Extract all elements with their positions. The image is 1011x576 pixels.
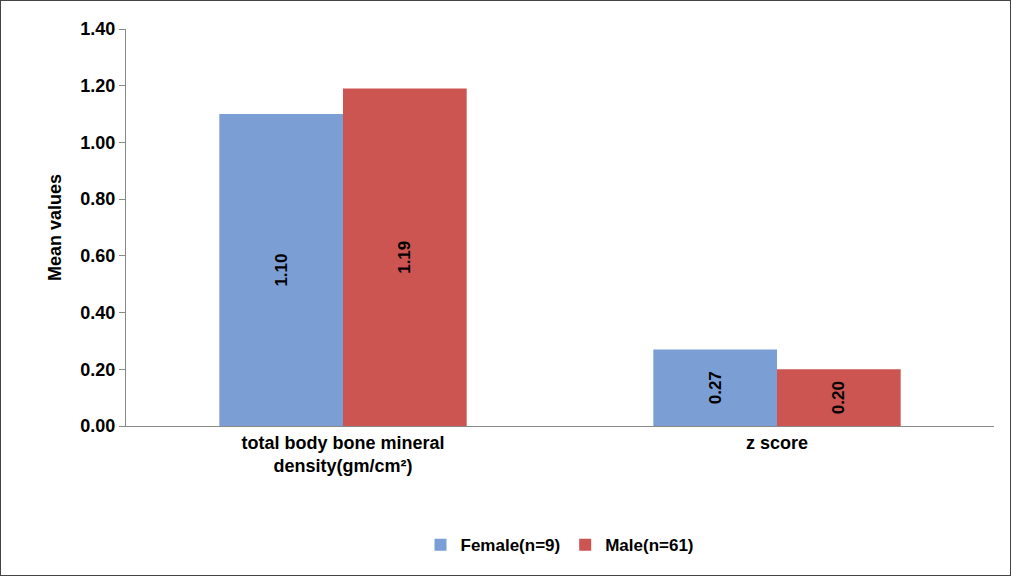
svg-text:0.20: 0.20 [80, 360, 115, 380]
svg-text:1.40: 1.40 [80, 19, 115, 39]
svg-text:0.80: 0.80 [80, 189, 115, 209]
svg-text:total body bone mineraldensity: total body bone mineraldensity(gm/cm²) [241, 433, 444, 476]
svg-text:Male(n=61): Male(n=61) [605, 536, 693, 555]
svg-text:0.00: 0.00 [80, 416, 115, 436]
svg-text:0.60: 0.60 [80, 246, 115, 266]
svg-text:0.27: 0.27 [706, 371, 725, 404]
svg-text:0.20: 0.20 [829, 381, 848, 414]
svg-text:Mean values: Mean values [45, 174, 65, 281]
svg-text:Female(n=9): Female(n=9) [461, 536, 561, 555]
svg-text:1.10: 1.10 [272, 253, 291, 286]
svg-text:z score: z score [746, 433, 808, 453]
svg-text:1.19: 1.19 [395, 241, 414, 274]
svg-text:1.20: 1.20 [80, 76, 115, 96]
svg-text:0.40: 0.40 [80, 303, 115, 323]
svg-text:1.00: 1.00 [80, 133, 115, 153]
